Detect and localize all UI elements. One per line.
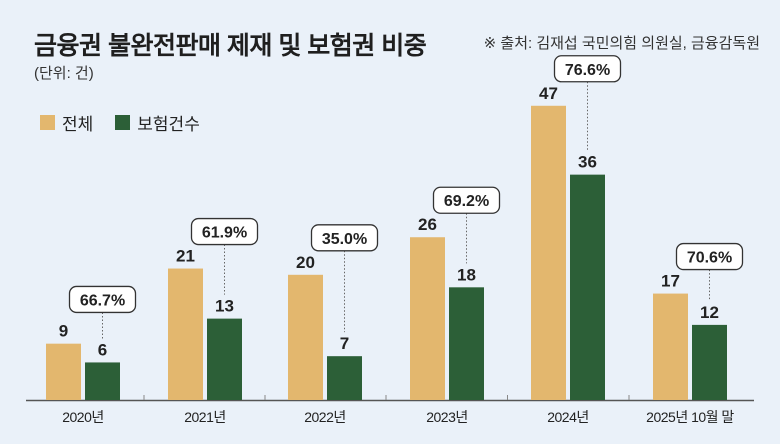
value-label-total: 26 <box>418 215 437 234</box>
bar-total <box>46 343 81 400</box>
bar-total <box>410 237 445 400</box>
source-note: ※ 출처: 김재섭 국민의힘 의원실, 금융감독원 <box>483 35 760 52</box>
value-label-total: 17 <box>661 272 680 291</box>
legend-swatch-insurance <box>115 115 131 130</box>
unit-label: (단위: 건) <box>34 65 94 82</box>
bar-insurance <box>85 362 120 400</box>
share-callout-box <box>310 224 379 252</box>
legend-item-total: 전체 <box>40 110 93 135</box>
share-callout-box <box>553 55 622 83</box>
category-label: 2021년 <box>184 409 226 425</box>
value-label-insurance: 12 <box>700 303 719 322</box>
bar-insurance <box>207 318 242 400</box>
legend-item-insurance: 보험건수 <box>115 110 200 135</box>
bar-total <box>653 293 688 400</box>
share-callout-box <box>190 217 259 246</box>
value-label-insurance: 13 <box>215 297 234 316</box>
share-label: 76.6% <box>565 62 610 79</box>
value-label-total: 47 <box>539 84 558 103</box>
legend-swatch-total <box>40 115 55 130</box>
share-callout-box <box>432 186 501 214</box>
legend-label-total: 전체 <box>62 115 94 134</box>
value-label-insurance: 7 <box>340 334 349 353</box>
value-label-total: 21 <box>176 247 195 266</box>
share-callout-box <box>675 242 744 271</box>
share-label: 35.0% <box>322 231 367 248</box>
category-label: 2022년 <box>304 409 346 425</box>
bar-total <box>531 105 566 400</box>
category-label: 2025년 10월 말 <box>646 409 734 425</box>
share-label: 61.9% <box>202 225 247 242</box>
share-label: 66.7% <box>80 292 125 309</box>
value-label-insurance: 36 <box>578 153 597 172</box>
share-callout-box <box>68 285 137 314</box>
legend-label-insurance: 보험건수 <box>137 115 200 134</box>
share-label: 70.6% <box>687 250 732 267</box>
value-label-total: 9 <box>59 322 68 341</box>
bar-insurance <box>570 174 605 400</box>
value-label-total: 20 <box>296 253 315 272</box>
share-label: 69.2% <box>444 193 489 210</box>
value-label-insurance: 18 <box>457 265 476 284</box>
category-label: 2023년 <box>426 409 468 425</box>
category-label: 2020년 <box>62 409 104 425</box>
legend: 전체 보험건수 <box>40 110 214 135</box>
value-label-insurance: 6 <box>98 340 107 359</box>
chart-title: 금융권 불완전판매 제재 및 보험권 비중 <box>34 32 427 60</box>
bar-total <box>168 268 203 400</box>
bar-insurance <box>692 324 727 400</box>
bar-insurance <box>449 287 484 400</box>
category-label: 2024년 <box>547 409 589 425</box>
bar-total <box>288 274 323 400</box>
bar-insurance <box>327 356 362 400</box>
